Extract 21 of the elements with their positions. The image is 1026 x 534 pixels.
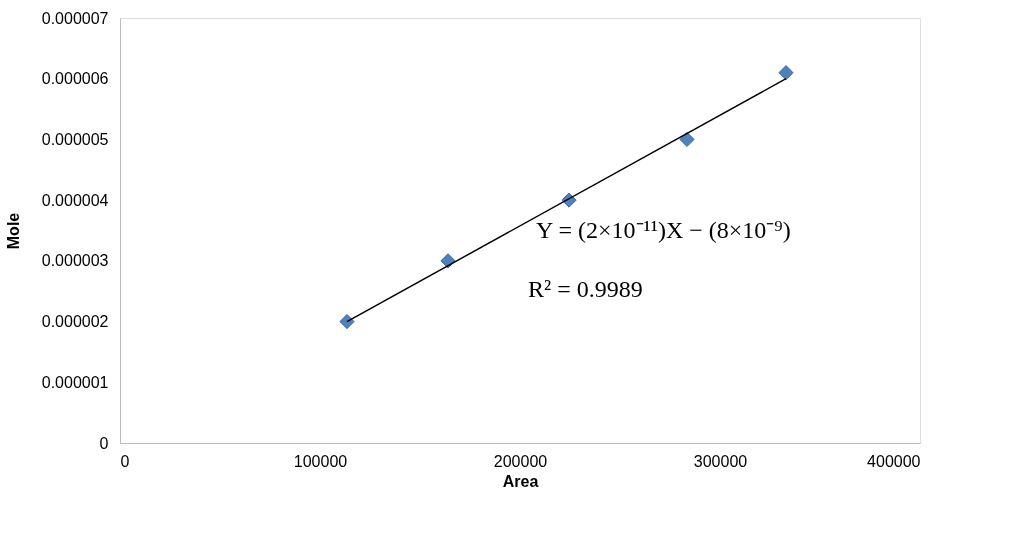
annotation: R² = 0.9989 [528, 276, 643, 302]
x-tick-label: 200000 [493, 452, 548, 470]
point [440, 253, 456, 269]
point [679, 131, 695, 147]
x-tick-label: 0 [120, 452, 130, 470]
x-tick-label: 100000 [293, 452, 348, 470]
point [778, 65, 794, 81]
y-tick-label: 0.000006 [41, 70, 109, 88]
y-tick-label: 0.000002 [41, 313, 109, 331]
y-axis-title: Mole [4, 212, 22, 250]
y-tick-label: 0.000003 [41, 252, 109, 270]
y-tick-label: 0.000007 [41, 9, 109, 27]
point [339, 314, 355, 330]
y-tick-label: 0.000001 [41, 373, 109, 391]
x-tick-label: 400000 [867, 452, 921, 470]
y-tick-label: 0.000004 [41, 191, 109, 209]
annotation: Y = (2×10⁻¹¹)X − (8×10⁻⁹) [536, 216, 791, 243]
y-tick-label: 0.000005 [41, 130, 109, 148]
x-axis-title: Area [502, 472, 539, 490]
y-tick-label: 0 [99, 434, 109, 452]
x-tick-label: 300000 [693, 452, 748, 470]
